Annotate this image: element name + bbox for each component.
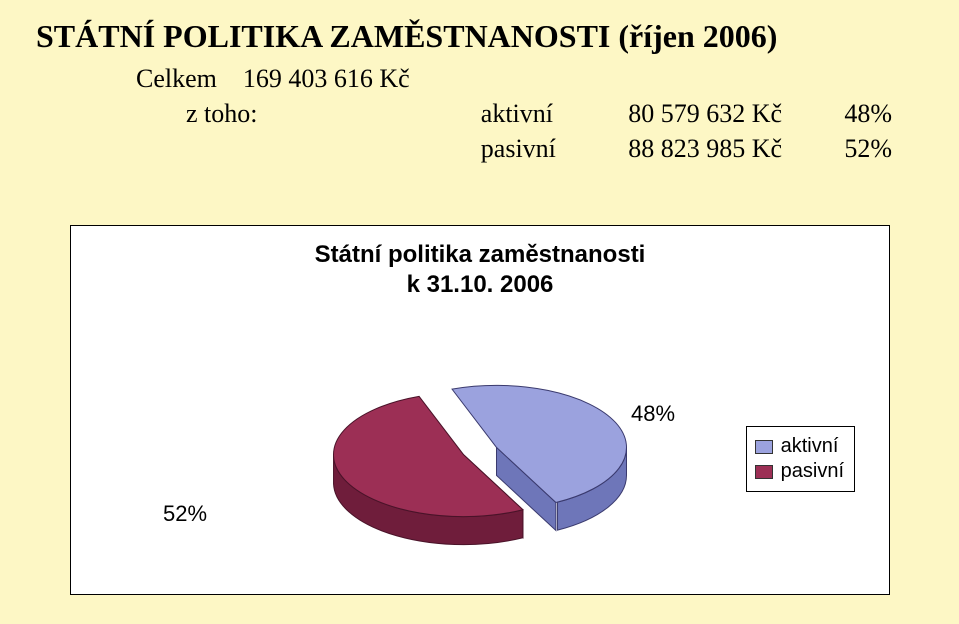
pct-label-pasivni: 52%	[163, 501, 207, 527]
page-title: STÁTNÍ POLITIKA ZAMĚSTNANOSTI (říjen 200…	[36, 18, 923, 55]
row-name-0: aktivní	[481, 96, 628, 131]
legend-swatch-aktivni	[755, 440, 773, 454]
legend-item-aktivni: aktivní	[755, 435, 844, 458]
row-pct-0: 48%	[844, 96, 923, 131]
legend-item-pasivni: pasivní	[755, 460, 844, 483]
row-aktivni: z toho: aktivní 80 579 632 Kč 48%	[36, 96, 923, 131]
total-value: 169 403 616 Kč	[243, 64, 410, 93]
legend-swatch-pasivni	[755, 465, 773, 479]
slide-page: STÁTNÍ POLITIKA ZAMĚSTNANOSTI (říjen 200…	[0, 0, 959, 624]
chart-title-line2: k 31.10. 2006	[407, 271, 554, 298]
total-label: Celkem	[136, 64, 217, 93]
pct-label-aktivni: 48%	[631, 401, 675, 427]
row-pasivni: pasivní 88 823 985 Kč 52%	[36, 131, 923, 166]
total-row: Celkem 169 403 616 Kč	[36, 61, 923, 96]
row-value-1: 88 823 985 Kč	[628, 131, 844, 166]
chart-title: Státní politika zaměstnanosti k 31.10. 2…	[71, 240, 889, 300]
pie-chart	[300, 356, 660, 556]
row-name-1: pasivní	[481, 131, 628, 166]
legend: aktivní pasivní	[746, 426, 855, 492]
legend-label-pasivni: pasivní	[781, 460, 844, 483]
row-pct-1: 52%	[844, 131, 923, 166]
row-value-0: 80 579 632 Kč	[628, 96, 844, 131]
pie-svg	[300, 356, 660, 576]
chart-container: Státní politika zaměstnanosti k 31.10. 2…	[70, 225, 890, 595]
ztoh-label: z toho:	[186, 96, 481, 131]
legend-label-aktivni: aktivní	[781, 435, 839, 458]
chart-title-line1: Státní politika zaměstnanosti	[315, 241, 646, 268]
header-data-block: Celkem 169 403 616 Kč z toho: aktivní 80…	[36, 61, 923, 166]
